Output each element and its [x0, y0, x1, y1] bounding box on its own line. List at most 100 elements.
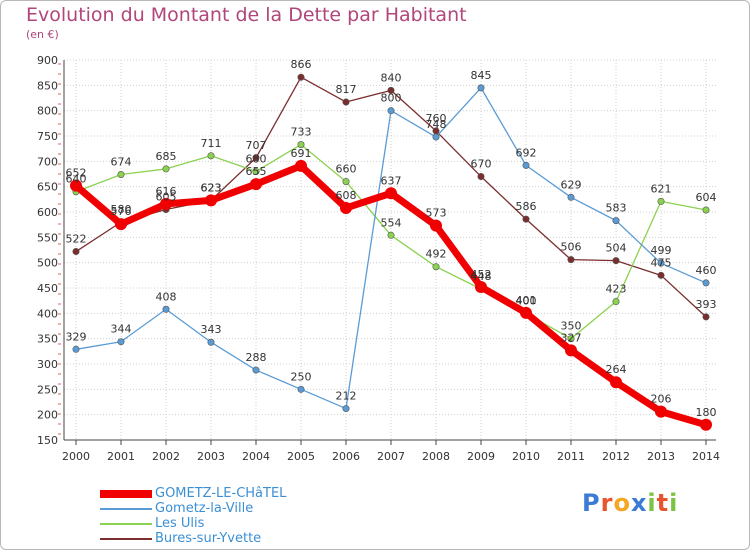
- data-label: 452: [471, 268, 492, 281]
- data-point: [385, 187, 397, 200]
- legend-swatch: [100, 522, 152, 525]
- chart-unit: (en €): [26, 28, 59, 41]
- x-tick-label: 2012: [602, 450, 630, 463]
- legend-item: Les Ulis: [100, 516, 286, 531]
- y-tick-label: 300: [37, 358, 58, 371]
- data-point: [205, 194, 217, 207]
- proxiti-logo: Proxiti: [582, 489, 678, 517]
- data-point: [162, 305, 170, 313]
- data-label: 685: [156, 150, 177, 163]
- data-point: [252, 167, 260, 175]
- data-label: 350: [561, 320, 582, 333]
- legend-item: Bures-sur-Yvette: [100, 531, 286, 546]
- data-label: 845: [471, 69, 492, 82]
- data-label: 733: [291, 126, 312, 139]
- legend-swatch: [100, 489, 152, 498]
- legend-label: Les Ulis: [155, 516, 205, 531]
- data-point: [522, 215, 530, 223]
- data-point: [612, 298, 620, 306]
- data-point: [432, 133, 440, 141]
- logo-letter: t: [656, 489, 670, 517]
- data-label: 637: [381, 174, 402, 187]
- data-label: 608: [336, 189, 357, 202]
- data-point: [252, 366, 260, 374]
- y-tick-label: 900: [37, 54, 58, 67]
- data-point: [657, 271, 665, 279]
- x-tick-label: 2007: [377, 450, 405, 463]
- legend-swatch: [100, 537, 152, 540]
- legend-item: Gometz-la-Ville: [100, 501, 286, 516]
- data-point: [160, 197, 172, 210]
- x-tick-label: 2004: [242, 450, 270, 463]
- logo-letter: r: [600, 489, 614, 517]
- data-point: [342, 178, 350, 186]
- data-point: [162, 165, 170, 173]
- data-label: 586: [516, 200, 537, 213]
- data-point: [295, 159, 307, 172]
- y-tick-label: 150: [37, 434, 58, 447]
- y-tick-label: 350: [37, 333, 58, 346]
- data-label: 670: [471, 158, 492, 171]
- data-label: 576: [111, 205, 132, 218]
- y-tick-label: 800: [37, 105, 58, 118]
- data-point: [387, 107, 395, 115]
- x-tick-label: 2001: [107, 450, 135, 463]
- data-point: [700, 418, 712, 431]
- data-label: 504: [606, 242, 627, 255]
- data-label: 817: [336, 83, 357, 96]
- logo-letter: x: [630, 489, 648, 517]
- data-label: 623: [201, 181, 222, 194]
- data-label: 711: [201, 137, 222, 150]
- data-label: 583: [606, 202, 627, 215]
- data-label: 748: [426, 118, 447, 131]
- data-label: 401: [516, 294, 537, 307]
- y-tick-label: 400: [37, 307, 58, 320]
- data-label: 760: [426, 112, 447, 125]
- data-point: [70, 179, 82, 192]
- data-label: 327: [561, 331, 582, 344]
- data-point: [432, 263, 440, 271]
- data-point: [702, 313, 710, 321]
- y-tick-label: 550: [37, 231, 58, 244]
- data-point: [522, 161, 530, 169]
- data-point: [612, 257, 620, 265]
- logo-letter: i: [647, 489, 657, 517]
- y-tick-label: 750: [37, 130, 58, 143]
- x-tick-label: 2013: [647, 450, 675, 463]
- data-point: [207, 152, 215, 160]
- y-tick-label: 850: [37, 79, 58, 92]
- data-point: [342, 405, 350, 413]
- y-tick-label: 200: [37, 409, 58, 422]
- data-label: 604: [696, 191, 717, 204]
- data-label: 680: [246, 152, 267, 165]
- line-chart: 150 200 250 300 350 400 450 500 550 600 650 700 750 8…: [37, 54, 720, 463]
- data-point: [702, 206, 710, 214]
- data-point: [477, 173, 485, 181]
- data-label: 605: [156, 190, 177, 203]
- legend-label: Bures-sur-Yvette: [155, 531, 262, 546]
- data-point: [387, 86, 395, 94]
- data-point: [72, 345, 80, 353]
- data-label: 629: [561, 178, 582, 191]
- chart-title: Evolution du Montant de la Dette par Hab…: [26, 4, 467, 26]
- x-tick-label: 2011: [557, 450, 585, 463]
- data-label: 400: [516, 294, 537, 307]
- data-label: 448: [471, 270, 492, 283]
- logo-letter: o: [613, 489, 631, 517]
- x-tick-label: 2006: [332, 450, 360, 463]
- data-point: [297, 385, 305, 393]
- data-point: [477, 84, 485, 92]
- data-point: [567, 193, 575, 201]
- data-label: 506: [561, 241, 582, 254]
- data-label: 623: [201, 181, 222, 194]
- data-point: [430, 219, 442, 232]
- data-label: 660: [336, 163, 357, 176]
- data-label: 554: [381, 216, 402, 229]
- data-point: [520, 306, 532, 319]
- legend-item: GOMETZ-LE-CHâTEL: [100, 486, 286, 501]
- data-point: [657, 197, 665, 205]
- data-label: 580: [111, 203, 132, 216]
- data-label: 691: [291, 147, 312, 160]
- data-point: [342, 98, 350, 106]
